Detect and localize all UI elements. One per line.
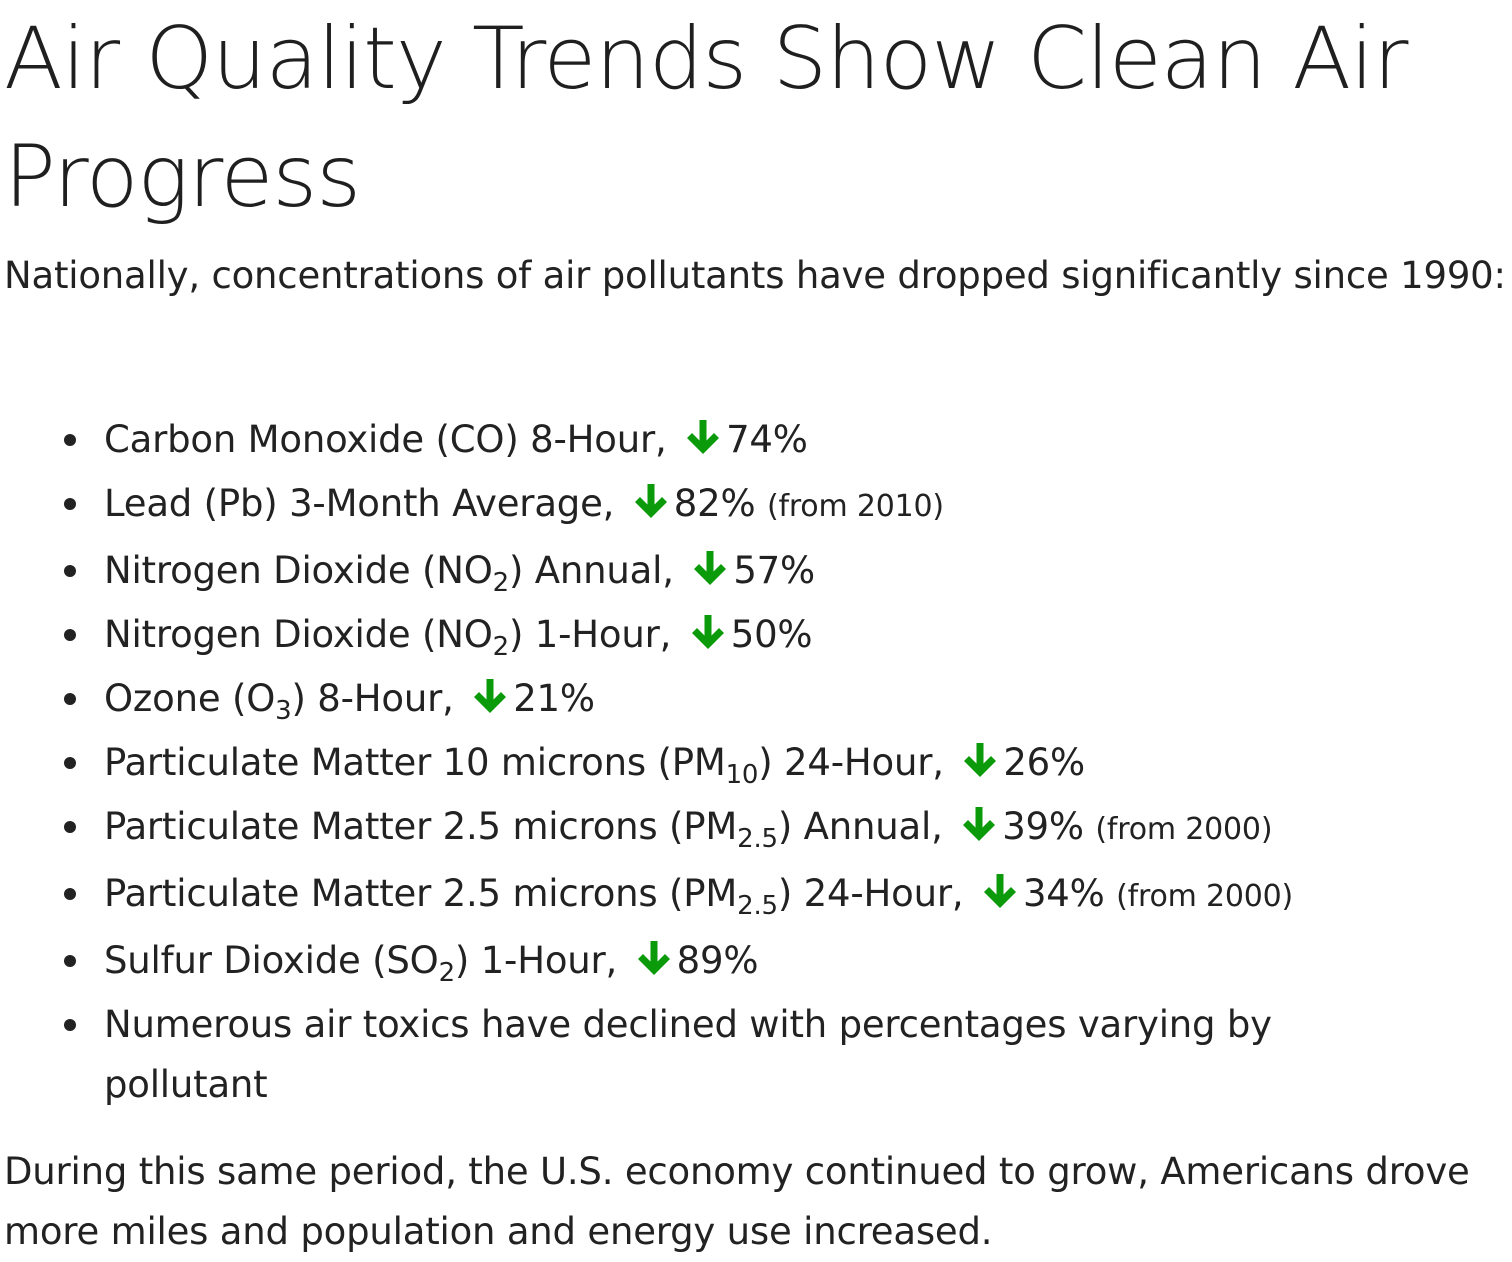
down-arrow-icon: [471, 678, 509, 714]
bullet-icon: [64, 1019, 76, 1031]
item-value: 39%: [1002, 805, 1084, 848]
item-value: 89%: [676, 939, 759, 982]
bullet-icon: [64, 498, 76, 510]
item-label: Particulate Matter 2.5 microns (PM2.5) A…: [104, 805, 943, 854]
list-item: Numerous air toxics have declined with p…: [0, 993, 1404, 1115]
outro-paragraph: During this same period, the U.S. econom…: [4, 1150, 1470, 1253]
item-value: 26%: [1003, 741, 1085, 784]
item-note: (from 2000): [1116, 879, 1294, 914]
list-item: Particulate Matter 10 microns (PM10) 24-…: [0, 731, 1512, 795]
item-label: Particulate Matter 2.5 microns (PM2.5) 2…: [104, 872, 964, 921]
down-arrow-icon: [689, 614, 727, 650]
list-item: Sulfur Dioxide (SO2) 1-Hour, 89%: [0, 929, 1512, 993]
bullet-icon: [64, 693, 76, 705]
down-arrow-icon: [632, 483, 670, 519]
item-label: Carbon Monoxide (CO) 8-Hour,: [104, 418, 667, 461]
list-item: Ozone (O3) 8-Hour, 21%: [0, 667, 1512, 731]
list-item: Particulate Matter 2.5 microns (PM2.5) A…: [0, 795, 1512, 862]
page-title: Air Quality Trends Show Clean Air Progre…: [4, 9, 1408, 227]
pollutant-list: Carbon Monoxide (CO) 8-Hour, 74% Lead (P…: [0, 408, 1512, 1115]
item-value: 74%: [726, 418, 808, 461]
item-value: 50%: [730, 613, 813, 656]
item-value: 34%: [1022, 872, 1105, 915]
item-label: Nitrogen Dioxide (NO2) Annual,: [104, 549, 674, 598]
item-label: Ozone (O3) 8-Hour,: [104, 677, 454, 726]
item-value: 21%: [513, 677, 595, 720]
down-arrow-icon: [635, 940, 673, 976]
bullet-icon: [64, 434, 76, 446]
list-item: Particulate Matter 2.5 microns (PM2.5) 2…: [0, 862, 1512, 929]
bullet-icon: [64, 955, 76, 967]
list-item: Nitrogen Dioxide (NO2) Annual, 57%: [0, 539, 1512, 603]
item-label: Nitrogen Dioxide (NO2) 1-Hour,: [104, 613, 672, 662]
list-item: Carbon Monoxide (CO) 8-Hour, 74%: [0, 408, 1512, 472]
item-note: (from 2010): [766, 489, 944, 524]
bullet-icon: [64, 821, 76, 833]
item-label: Particulate Matter 10 microns (PM10) 24-…: [104, 741, 944, 790]
down-arrow-icon: [960, 806, 998, 842]
bullet-icon: [64, 629, 76, 641]
item-label: Sulfur Dioxide (SO2) 1-Hour,: [104, 939, 618, 988]
down-arrow-icon: [961, 742, 999, 778]
item-note: (from 2000): [1095, 812, 1273, 847]
item-label: Numerous air toxics have declined with p…: [104, 1003, 1272, 1106]
item-value: 82%: [673, 482, 756, 525]
bullet-icon: [64, 757, 76, 769]
item-label: Lead (Pb) 3-Month Average,: [104, 482, 615, 525]
bullet-icon: [64, 888, 76, 900]
item-value: 57%: [733, 549, 815, 592]
list-item: Lead (Pb) 3-Month Average, 82% (from 201…: [0, 472, 1512, 539]
intro-paragraph: Nationally, concentrations of air pollut…: [4, 254, 1506, 297]
bullet-icon: [64, 565, 76, 577]
down-arrow-icon: [981, 873, 1019, 909]
down-arrow-icon: [684, 419, 722, 455]
down-arrow-icon: [691, 550, 729, 586]
list-item: Nitrogen Dioxide (NO2) 1-Hour, 50%: [0, 603, 1512, 667]
